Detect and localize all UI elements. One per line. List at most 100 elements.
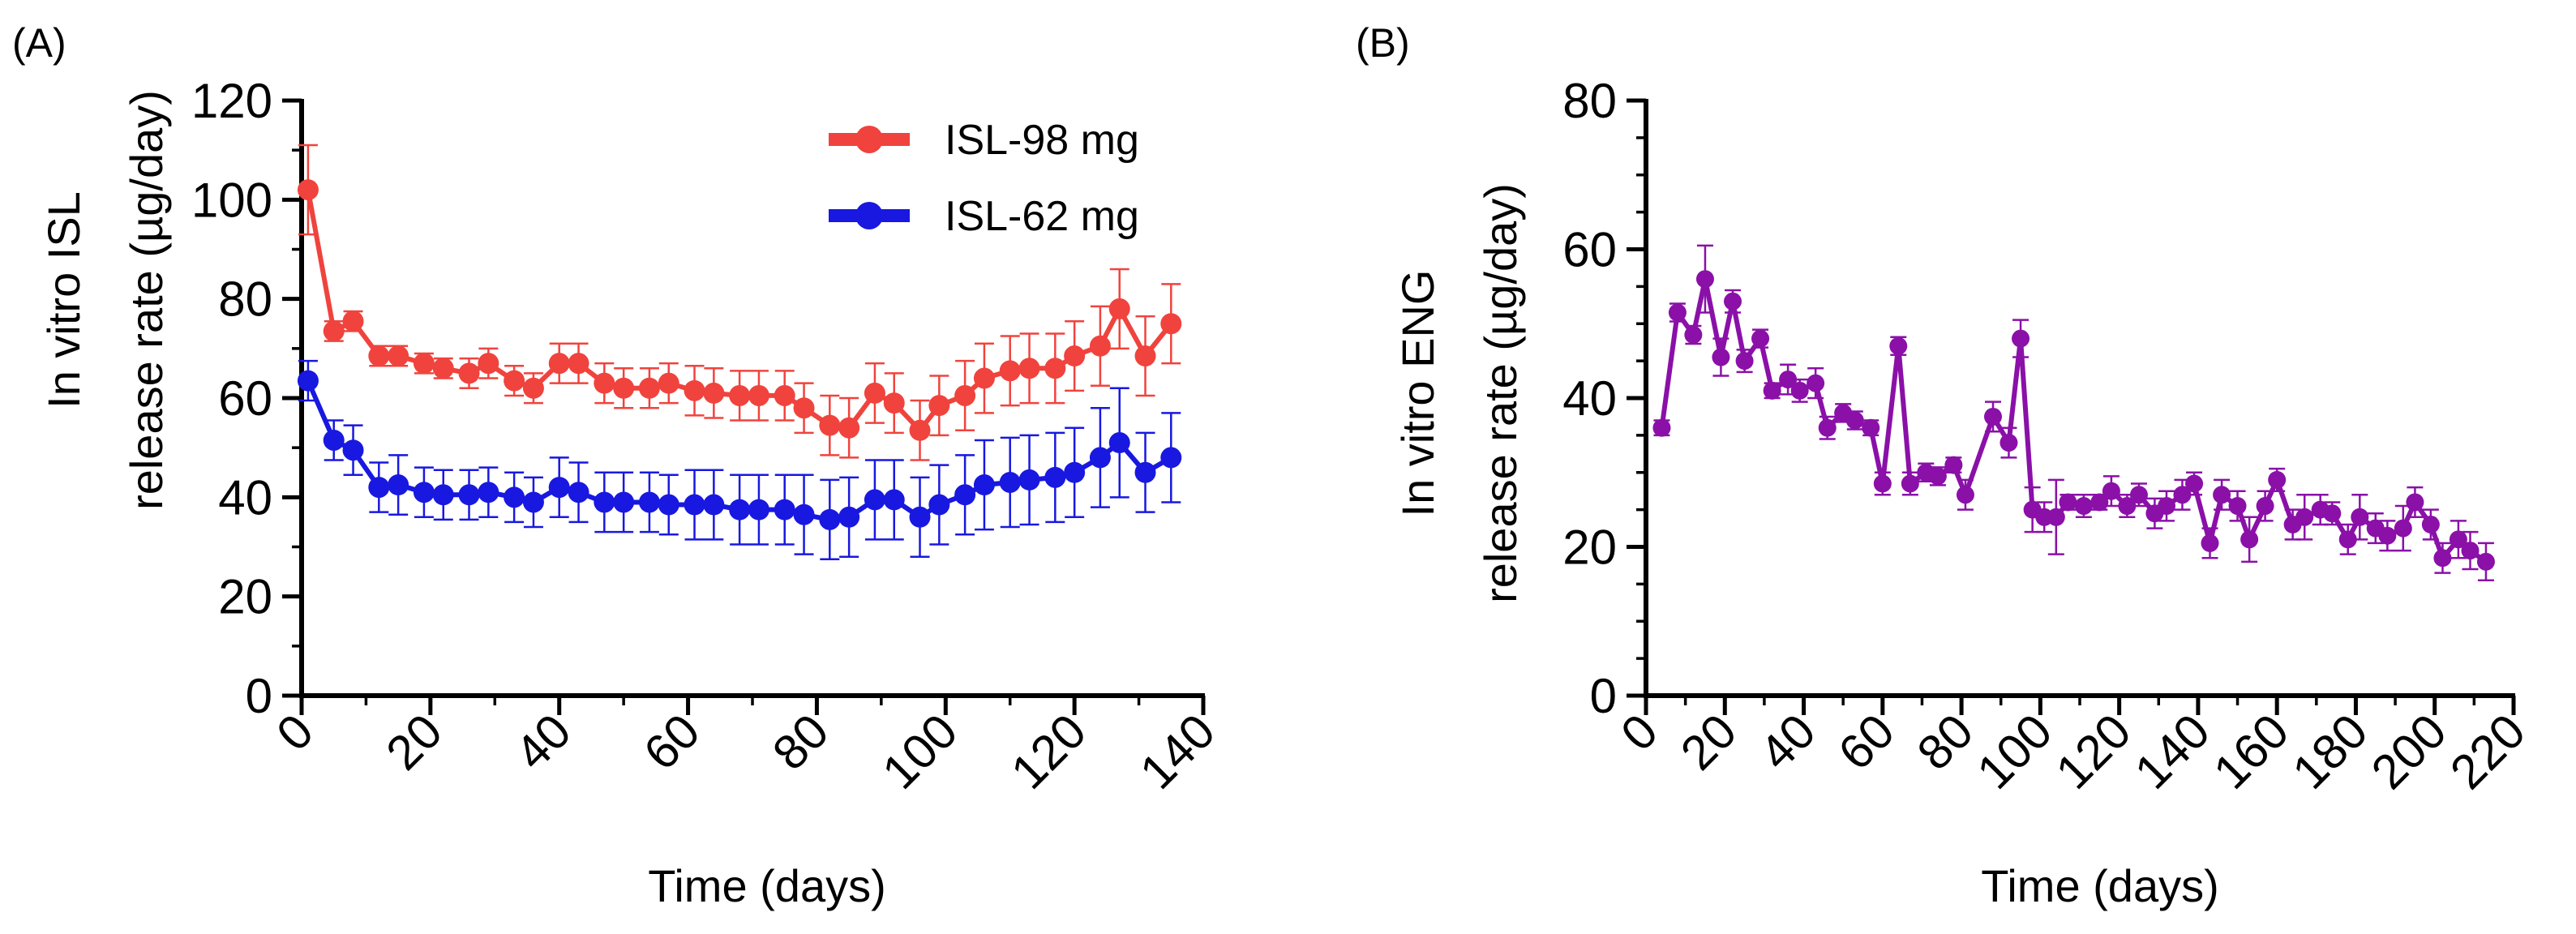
data-point-isl-62-mg: [548, 477, 570, 499]
data-point-eng: [2256, 497, 2274, 516]
panel-a-series-isl-98-mg: [297, 144, 1182, 461]
data-point-isl-62-mg: [458, 484, 480, 506]
data-point-eng: [1668, 303, 1687, 322]
data-point-isl-62-mg: [522, 491, 544, 513]
data-point-eng: [2090, 493, 2109, 512]
data-point-eng: [1928, 467, 1947, 486]
panel-b-y-tick-label-80: 80: [1562, 74, 1617, 128]
data-point-eng: [2449, 530, 2467, 549]
panel-a-y-axis-label-line-2: release rate (µg/day): [121, 90, 172, 510]
data-point-isl-98-mg: [909, 419, 931, 441]
data-point-eng: [2185, 474, 2204, 493]
panel-b-x-tick-label-80: 80: [1907, 704, 1984, 781]
panel-b-y-axis-label-line-1: In vitro ENG: [1392, 270, 1443, 517]
data-point-isl-98-mg: [819, 414, 841, 436]
data-point-eng: [1984, 407, 2002, 426]
data-point-isl-62-mg: [864, 489, 885, 511]
panel-b-x-tick-label-140: 140: [2124, 704, 2220, 799]
data-point-eng: [2378, 526, 2397, 545]
data-point-eng: [1944, 456, 1963, 474]
panel-a-x-tick-label-20: 20: [375, 704, 452, 781]
data-point-isl-62-mg: [999, 471, 1021, 493]
data-point-eng: [2201, 533, 2219, 552]
data-point-eng: [1684, 326, 1703, 345]
data-point-isl-98-mg: [954, 384, 976, 406]
panel-b-x-tick-label-200: 200: [2361, 704, 2457, 799]
panel-b-y-tick-label-60: 60: [1562, 223, 1617, 277]
data-point-eng: [2338, 530, 2357, 549]
panel-a-x-axis-label: Time (days): [648, 860, 886, 911]
data-point-isl-98-mg: [1018, 358, 1040, 379]
panel-b-x-axis-label: Time (days): [1981, 860, 2219, 911]
panel-a-x-tick-label-40: 40: [504, 704, 581, 781]
data-point-eng: [2012, 329, 2030, 348]
data-point-isl-98-mg: [1108, 298, 1130, 319]
data-point-isl-98-mg: [658, 372, 679, 394]
data-point-isl-62-mg: [819, 508, 841, 530]
panel-a-y-tick-label-80: 80: [218, 272, 272, 327]
panel-a-y-axis-label-line-1: In vitro ISL: [38, 191, 89, 409]
panel-b-series-layer: [1652, 244, 2495, 582]
data-point-eng: [1735, 352, 1754, 371]
data-point-isl-98-mg: [838, 417, 860, 439]
data-point-isl-62-mg: [838, 506, 860, 528]
data-point-eng: [2240, 530, 2259, 549]
panel-b-y-tick-label-0: 0: [1590, 669, 1617, 723]
panel-a-y-tick-label-20: 20: [218, 570, 272, 624]
data-point-isl-62-mg: [1089, 447, 1111, 469]
data-point-isl-98-mg: [458, 362, 480, 384]
data-point-isl-98-mg: [548, 353, 570, 375]
panel-a-x-tick-label-80: 80: [762, 704, 839, 781]
data-point-isl-98-mg: [999, 360, 1021, 382]
data-point-eng: [2295, 508, 2314, 526]
data-point-eng: [2173, 486, 2192, 504]
data-point-eng: [2047, 508, 2065, 526]
data-point-isl-98-mg: [928, 395, 950, 417]
data-point-isl-98-mg: [297, 179, 319, 201]
data-point-eng: [2074, 497, 2093, 516]
legend-label-isl-62: ISL-62 mg: [945, 193, 1139, 240]
panel-b-x-tick-label-160: 160: [2203, 704, 2299, 799]
panel-b-x-tick-label-40: 40: [1749, 704, 1826, 781]
data-point-isl-62-mg: [774, 499, 795, 521]
data-point-isl-62-mg: [342, 439, 364, 461]
panel-a-x-tick-label-60: 60: [633, 704, 710, 781]
data-point-isl-98-mg: [748, 384, 769, 406]
data-point-isl-98-mg: [413, 353, 435, 375]
data-point-eng: [1712, 348, 1730, 366]
data-point-isl-98-mg: [388, 345, 409, 367]
panel-a-series-isl-62-mg: [297, 359, 1182, 561]
data-point-eng: [2228, 497, 2247, 516]
panel-b-chart: (B) In vitro ENG release rate (µg/day) T…: [1356, 20, 2535, 911]
panel-b-x-tick-label-60: 60: [1828, 704, 1905, 781]
data-point-isl-62-mg: [1134, 461, 1156, 483]
data-point-isl-62-mg: [478, 482, 499, 503]
data-point-isl-98-mg: [1064, 345, 1086, 367]
data-point-eng: [2000, 434, 2018, 452]
data-point-eng: [2129, 486, 2148, 504]
data-point-isl-98-mg: [1160, 313, 1182, 335]
data-point-eng: [1652, 418, 1671, 437]
data-point-eng: [1845, 411, 1864, 430]
panel-b-series-eng: [1652, 244, 2495, 582]
data-point-eng: [1807, 374, 1825, 392]
data-point-isl-98-mg: [774, 384, 795, 406]
data-point-isl-62-mg: [1018, 469, 1040, 491]
panel-b-label: (B): [1356, 20, 1410, 66]
data-point-isl-62-mg: [368, 477, 390, 499]
data-point-eng: [2118, 497, 2137, 516]
data-point-isl-62-mg: [1108, 432, 1130, 454]
data-point-eng: [1818, 418, 1837, 437]
data-point-isl-98-mg: [323, 320, 345, 342]
data-point-eng: [2461, 542, 2480, 560]
panel-a-chart: (A) In vitro ISL release rate (µg/day) T…: [12, 20, 1225, 911]
data-point-eng: [1724, 292, 1742, 311]
data-point-isl-62-mg: [1064, 461, 1086, 483]
data-point-eng: [1889, 336, 1908, 355]
data-point-isl-62-mg: [883, 489, 905, 511]
data-point-eng: [2213, 486, 2231, 504]
data-point-isl-98-mg: [568, 353, 589, 375]
data-point-isl-98-mg: [368, 345, 390, 367]
data-point-isl-98-mg: [504, 370, 525, 392]
